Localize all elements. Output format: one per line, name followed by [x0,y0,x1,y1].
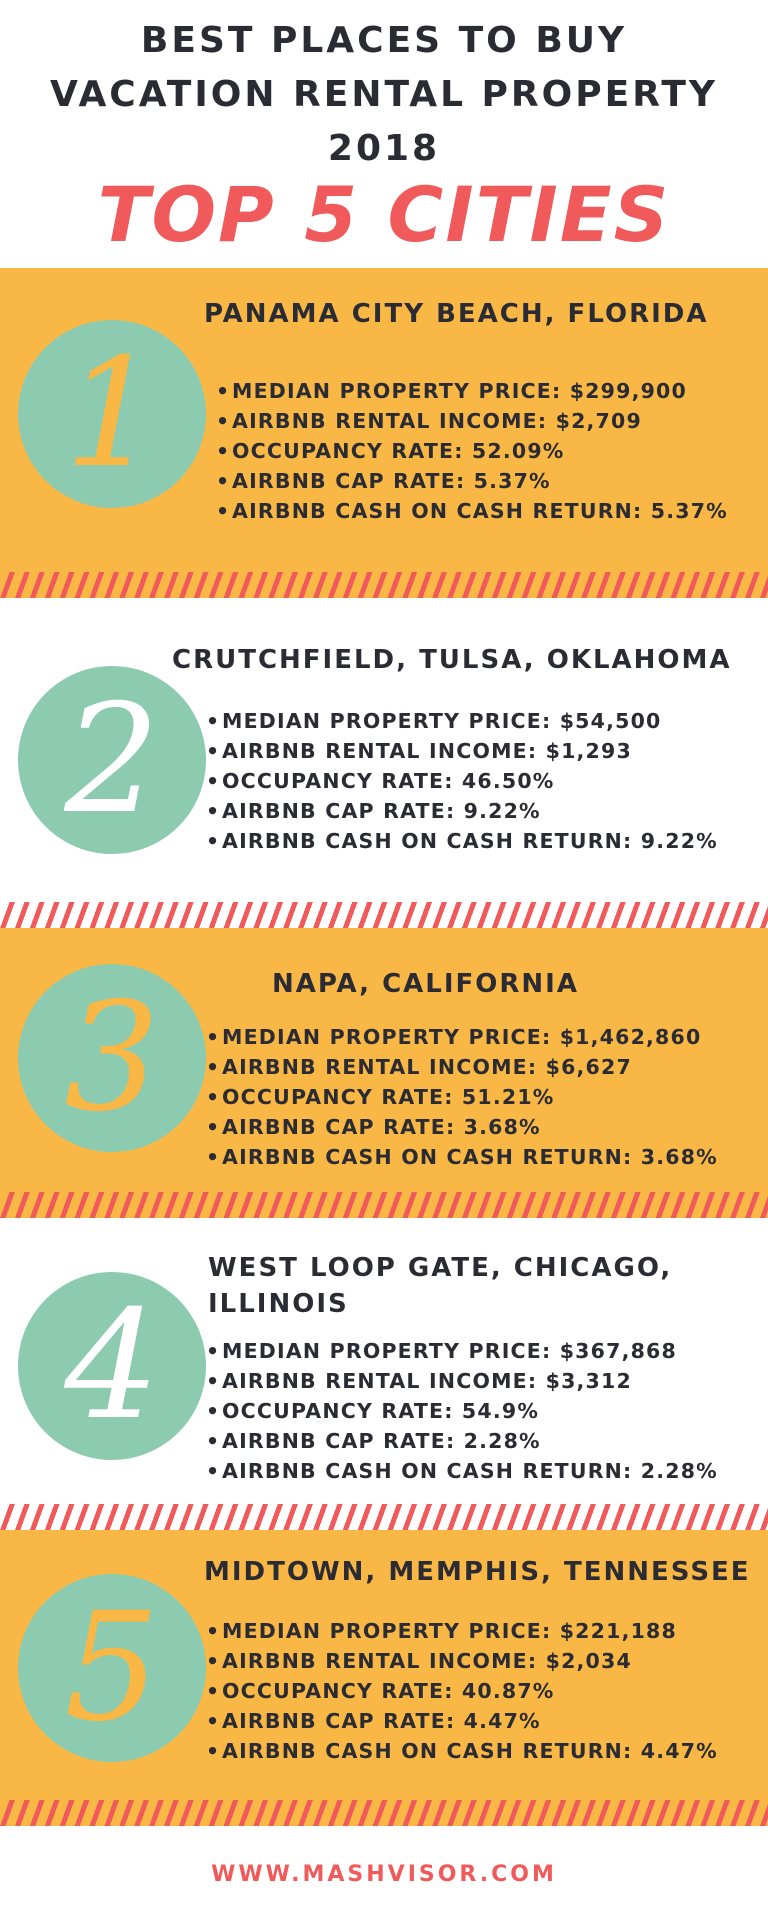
rank-number: 1 [64,327,160,501]
city-section-3: 3 NAPA, CALIFORNIA •MEDIAN PROPERTY PRIC… [0,928,768,1192]
stat-median-price: •MEDIAN PROPERTY PRICE: $299,900 [216,379,687,403]
city-name: NAPA, CALIFORNIA [272,969,579,999]
stat-cash-on-cash: •AIRBNB CASH ON CASH RETURN: 9.22% [206,829,718,853]
stats-list: •MEDIAN PROPERTY PRICE: $367,868 •AIRBNB… [206,1336,718,1486]
stat-median-price: •MEDIAN PROPERTY PRICE: $367,868 [206,1339,677,1363]
stat-median-price: •MEDIAN PROPERTY PRICE: $1,462,860 [206,1025,702,1049]
stat-cap-rate: •AIRBNB CAP RATE: 9.22% [206,799,541,823]
stat-cap-rate: •AIRBNB CAP RATE: 2.28% [206,1429,541,1453]
city-section-2: 2 CRUTCHFIELD, TULSA, OKLAHOMA •MEDIAN P… [0,618,768,900]
page-title: BEST PLACES TO BUY VACATION RENTAL PROPE… [0,14,768,176]
stat-occupancy-rate: •OCCUPANCY RATE: 46.50% [206,769,555,793]
stat-rental-income: •AIRBNB RENTAL INCOME: $3,312 [206,1369,632,1393]
divider-stripe [0,572,768,598]
city-section-5: 5 MIDTOWN, MEMPHIS, TENNESSEE •MEDIAN PR… [0,1530,768,1800]
rank-badge-1: 1 [18,320,206,508]
stats-list: •MEDIAN PROPERTY PRICE: $299,900 •AIRBNB… [216,376,728,526]
rank-badge-3: 3 [18,964,206,1152]
stat-rental-income: •AIRBNB RENTAL INCOME: $2,034 [206,1649,632,1673]
stat-cap-rate: •AIRBNB CAP RATE: 5.37% [216,469,551,493]
rank-badge-2: 2 [18,666,206,854]
title-line-3: 2018 [327,128,441,169]
title-line-1: BEST PLACES TO BUY [140,20,628,61]
city-name: WEST LOOP GATE, CHICAGO, ILLINOIS [208,1253,673,1319]
page-subtitle: TOP 5 CITIES [97,170,671,259]
stat-median-price: •MEDIAN PROPERTY PRICE: $221,188 [206,1619,677,1643]
city-section-1: 1 PANAMA CITY BEACH, FLORIDA •MEDIAN PRO… [0,268,768,572]
rank-number: 4 [64,1279,160,1453]
stats-list: •MEDIAN PROPERTY PRICE: $1,462,860 •AIRB… [206,1022,718,1172]
rank-number: 2 [64,673,160,847]
stat-cash-on-cash: •AIRBNB CASH ON CASH RETURN: 3.68% [206,1145,718,1169]
footer-url[interactable]: WWW.MASHVISOR.COM [211,1862,557,1887]
stats-list: •MEDIAN PROPERTY PRICE: $54,500 •AIRBNB … [206,706,718,856]
title-line-2: VACATION RENTAL PROPERTY [50,74,718,115]
divider-stripe [0,1800,768,1826]
stats-list: •MEDIAN PROPERTY PRICE: $221,188 •AIRBNB… [206,1616,718,1766]
rank-badge-5: 5 [18,1574,206,1762]
stat-cash-on-cash: •AIRBNB CASH ON CASH RETURN: 5.37% [216,499,728,523]
divider-stripe [0,1192,768,1218]
stat-rental-income: •AIRBNB RENTAL INCOME: $6,627 [206,1055,632,1079]
city-name: MIDTOWN, MEMPHIS, TENNESSEE [204,1557,751,1587]
rank-badge-4: 4 [18,1272,206,1460]
stat-cap-rate: •AIRBNB CAP RATE: 3.68% [206,1115,541,1139]
city-section-4: 4 WEST LOOP GATE, CHICAGO, ILLINOIS •MED… [0,1240,768,1502]
stat-rental-income: •AIRBNB RENTAL INCOME: $2,709 [216,409,642,433]
stat-occupancy-rate: •OCCUPANCY RATE: 52.09% [216,439,565,463]
stat-occupancy-rate: •OCCUPANCY RATE: 51.21% [206,1085,555,1109]
stat-median-price: •MEDIAN PROPERTY PRICE: $54,500 [206,709,662,733]
city-name: CRUTCHFIELD, TULSA, OKLAHOMA [172,645,732,675]
rank-number: 5 [64,1581,160,1755]
rank-number: 3 [64,971,160,1145]
stat-cap-rate: •AIRBNB CAP RATE: 4.47% [206,1709,541,1733]
stat-rental-income: •AIRBNB RENTAL INCOME: $1,293 [206,739,632,763]
stat-cash-on-cash: •AIRBNB CASH ON CASH RETURN: 2.28% [206,1459,718,1483]
stat-occupancy-rate: •OCCUPANCY RATE: 40.87% [206,1679,555,1703]
header: BEST PLACES TO BUY VACATION RENTAL PROPE… [0,0,768,268]
stat-cash-on-cash: •AIRBNB CASH ON CASH RETURN: 4.47% [206,1739,718,1763]
city-name: PANAMA CITY BEACH, FLORIDA [204,299,709,329]
divider-stripe [0,1504,768,1530]
divider-stripe [0,902,768,928]
stat-occupancy-rate: •OCCUPANCY RATE: 54.9% [206,1399,540,1423]
